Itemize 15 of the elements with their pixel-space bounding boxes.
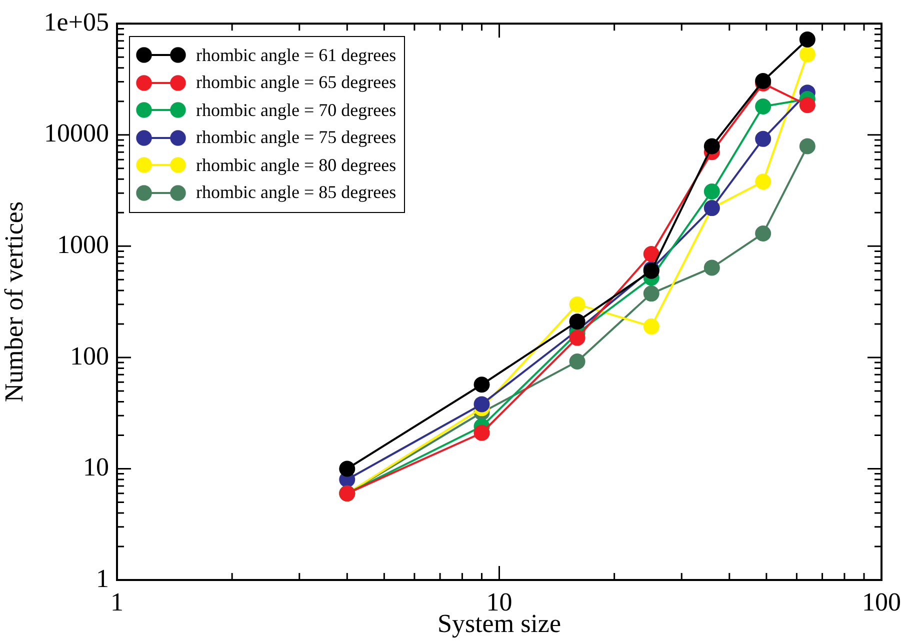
legend-label: rhombic angle = 65 degrees (196, 72, 396, 94)
x-tick-label: 100 (862, 587, 901, 616)
legend-label: rhombic angle = 80 degrees (196, 154, 396, 176)
y-tick-label: 100 (70, 341, 109, 370)
legend-label: rhombic angle = 70 degrees (196, 100, 396, 121)
x-tick-label: 10 (486, 587, 512, 616)
y-tick-label: 1e+05 (44, 7, 109, 36)
y-tick-label: 10000 (44, 118, 109, 148)
legend-label: rhombic angle = 61 degrees (196, 44, 396, 66)
legend-label: rhombic angle = 85 degrees (196, 182, 396, 204)
y-tick-label: 1000 (57, 230, 109, 259)
legend-label: rhombic angle = 75 degrees (196, 127, 396, 148)
y-tick-label: 1 (96, 564, 109, 593)
y-axis-title: Number of vertices (0, 201, 28, 402)
y-tick-label: 10 (83, 452, 109, 482)
